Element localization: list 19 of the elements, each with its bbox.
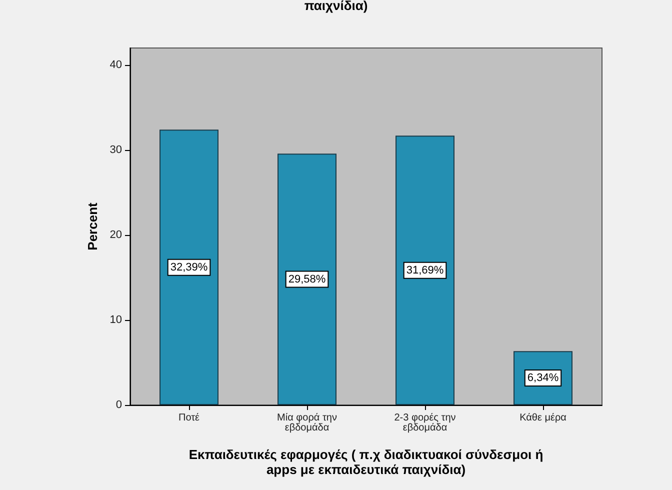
y-tick-label: 10 — [110, 314, 122, 326]
y-tick-label: 0 — [116, 399, 122, 411]
x-axis-title: Εκπαιδευτικές εφαρμογές ( π.χ διαδικτυακοί σύνδεσμοι ή apps με εκπαιδευτικά παιχνίδια) — [188, 447, 544, 477]
x-tick-label: Μία φορά την εβδομάδα — [277, 412, 337, 434]
y-tick-label: 30 — [110, 144, 122, 156]
bar — [396, 136, 454, 405]
data-label: 29,58% — [288, 273, 326, 286]
bar — [160, 130, 218, 405]
y-tick-label: 20 — [110, 229, 122, 241]
x-tick-label: Ποτέ — [178, 412, 200, 424]
x-tick-label: 2-3 φορές την εβδομάδα — [394, 412, 456, 434]
data-label: 6,34% — [527, 372, 559, 384]
y-axis-title: Percent — [84, 202, 100, 250]
data-label: 31,69% — [406, 264, 444, 276]
x-tick-label: Κάθε μέρα — [520, 412, 567, 424]
data-label: 32,39% — [170, 261, 208, 274]
chart-title: παιχνίδια) — [304, 0, 368, 13]
y-tick-label: 40 — [110, 59, 122, 71]
bar — [278, 154, 336, 405]
